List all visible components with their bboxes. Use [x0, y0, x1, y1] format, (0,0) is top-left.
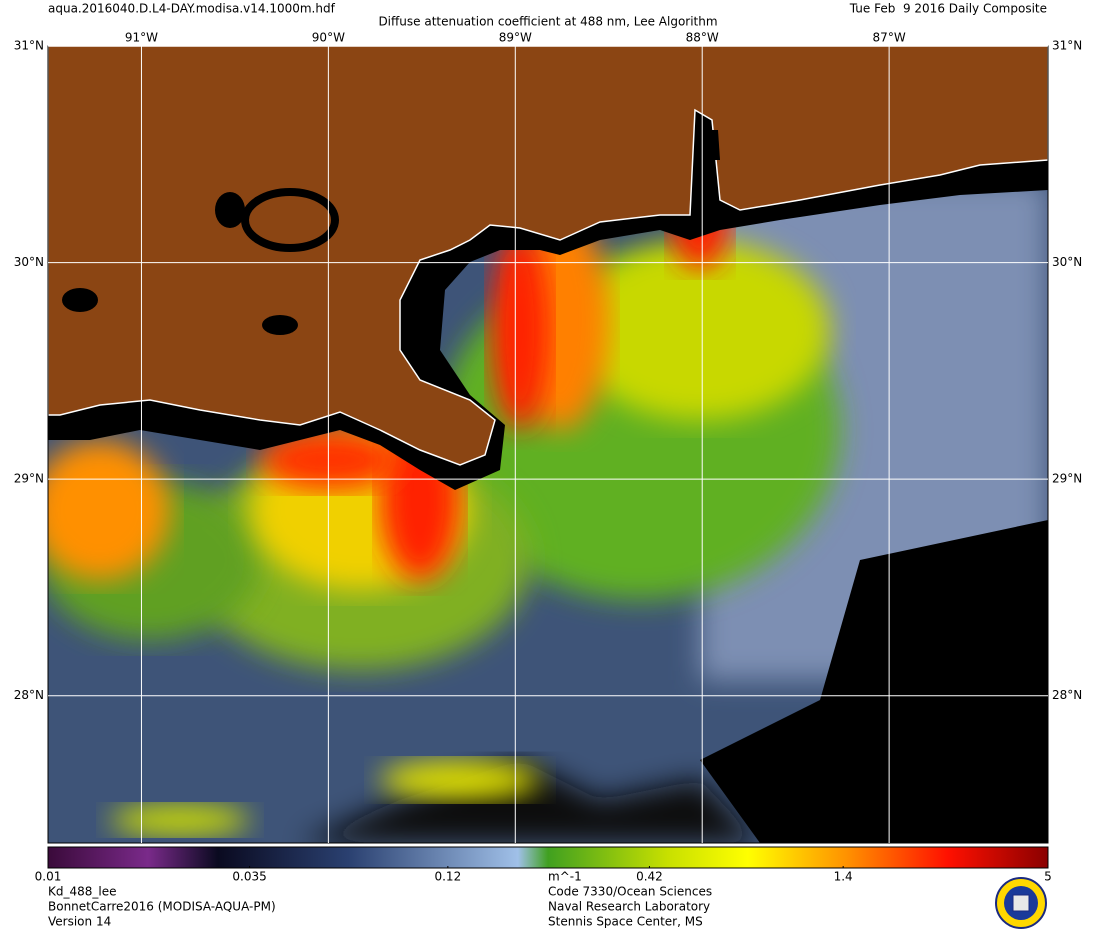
colorbar-tick-label: 0.01: [35, 870, 62, 884]
lat-label: 28°N: [1052, 688, 1082, 702]
lon-label: 91°W: [125, 31, 158, 45]
nrl-logo: [995, 877, 1047, 929]
colorbar-tick-label: 5: [1044, 870, 1052, 884]
footer-left-line: Version 14: [48, 915, 111, 929]
lat-label: 30°N: [14, 255, 44, 269]
lat-label: 30°N: [1052, 255, 1082, 269]
lon-label: 87°W: [873, 31, 906, 45]
footer-center-line: Stennis Space Center, MS: [548, 915, 703, 929]
lon-label: 89°W: [499, 31, 532, 45]
lon-label: 90°W: [312, 31, 345, 45]
colorbar-tick-label: 1.4: [834, 870, 853, 884]
footer-left-line: Kd_488_lee: [48, 885, 117, 899]
lat-label: 29°N: [1052, 472, 1082, 486]
lon-label: 88°W: [686, 31, 719, 45]
map-title: Diffuse attenuation coefficient at 488 n…: [378, 15, 717, 29]
lat-label: 29°N: [14, 472, 44, 486]
footer-center-line: Code 7330/Ocean Sciences: [548, 885, 712, 899]
colorbar-unit: m^-1: [548, 870, 582, 884]
lat-label: 28°N: [14, 688, 44, 702]
file-name: aqua.2016040.D.L4-DAY.modisa.v14.1000m.h…: [48, 2, 336, 16]
footer-left-line: BonnetCarre2016 (MODISA-AQUA-PM): [48, 900, 276, 914]
date-label: Tue Feb 9 2016 Daily Composite: [849, 2, 1047, 16]
lat-label: 31°N: [1052, 39, 1082, 53]
colorbar-tick-label: 0.12: [434, 870, 461, 884]
colorbar-tick-label: 0.035: [232, 870, 266, 884]
footer-center-line: Naval Research Laboratory: [548, 900, 710, 914]
lat-label: 31°N: [14, 39, 44, 53]
map-image: [48, 46, 1048, 843]
colorbar: [47, 846, 1049, 869]
colorbar-tick-label: 0.42: [636, 870, 663, 884]
